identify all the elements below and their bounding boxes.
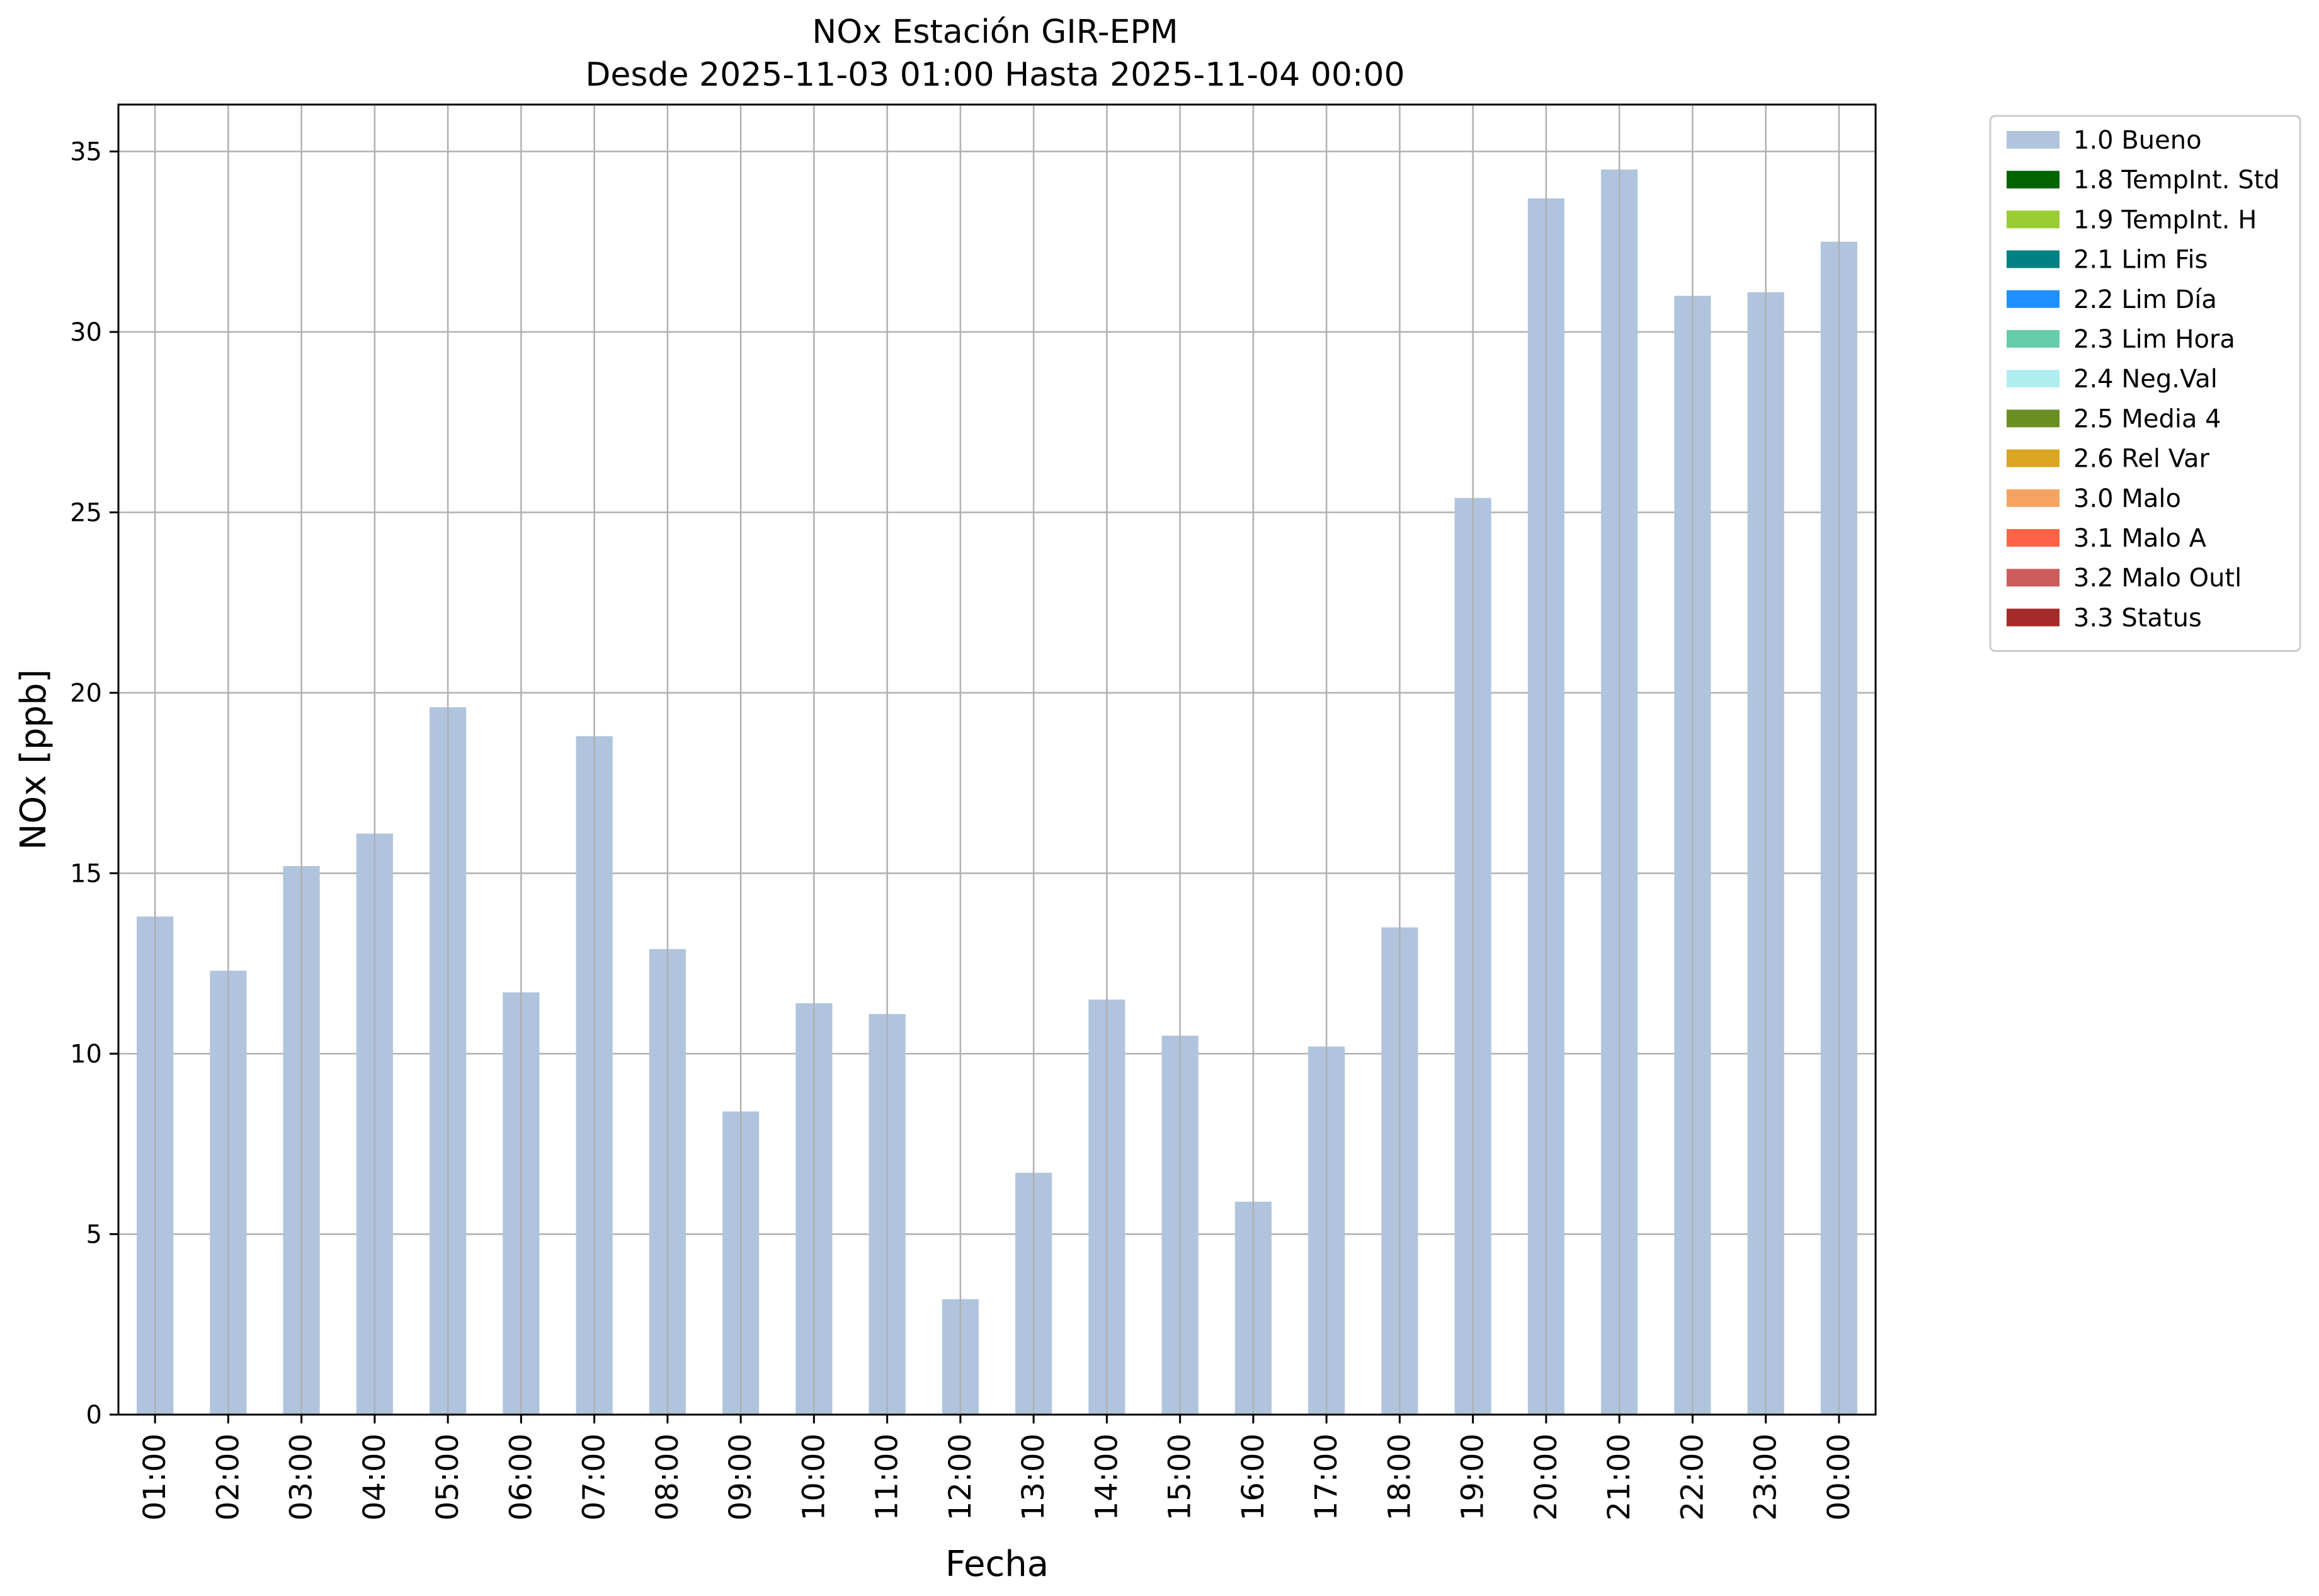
chart-subtitle: Desde 2025-11-03 01:00 Hasta 2025-11-04 … <box>585 56 1405 94</box>
legend-label: 3.1 Malo A <box>2073 524 2207 553</box>
x-tick-label: 17:00 <box>1309 1434 1344 1520</box>
legend-box <box>1989 115 2301 653</box>
x-tick-label: 10:00 <box>796 1434 831 1520</box>
legend-label: 2.2 Lim Día <box>2073 285 2217 314</box>
legend-label: 3.0 Malo <box>2073 484 2181 513</box>
y-tick-label: 25 <box>70 498 102 527</box>
y-axis-label: NOx [ppb] <box>13 669 54 850</box>
x-tick-label: 01:00 <box>137 1434 173 1520</box>
x-axis: 01:00 02:00 03:00 04:00 05:00 06:00 07:00 08:00… <box>137 1415 1857 1520</box>
legend-swatch <box>2007 330 2060 348</box>
x-tick-label: 19:00 <box>1456 1434 1491 1520</box>
x-tick-label: 16:00 <box>1236 1434 1271 1520</box>
x-tick-label: 22:00 <box>1675 1434 1710 1520</box>
legend-swatch <box>2007 409 2060 428</box>
y-tick-label: 5 <box>86 1220 102 1249</box>
y-tick-label: 10 <box>70 1040 102 1069</box>
x-tick-label: 15:00 <box>1163 1434 1198 1520</box>
legend-swatch <box>2007 250 2060 268</box>
x-tick-label: 00:00 <box>1821 1434 1857 1520</box>
legend-swatch <box>2007 569 2060 587</box>
y-tick-label: 30 <box>70 318 102 347</box>
legend-swatch <box>2007 290 2060 308</box>
x-tick-label: 12:00 <box>943 1434 978 1520</box>
legend-label: 2.1 Lim Fis <box>2073 246 2208 275</box>
x-axis-label: Fecha <box>945 1544 1049 1585</box>
x-tick-label: 23:00 <box>1748 1434 1784 1520</box>
y-tick-label: 15 <box>70 859 102 888</box>
legend-label: 1.0 Bueno <box>2073 126 2202 155</box>
legend-label: 2.3 Lim Hora <box>2073 325 2235 354</box>
legend-swatch <box>2007 608 2060 627</box>
legend-label: 1.8 TempInt. Std <box>2073 166 2280 195</box>
legend-label: 2.5 Media 4 <box>2073 404 2221 433</box>
x-tick-label: 08:00 <box>650 1434 685 1520</box>
x-tick-label: 06:00 <box>503 1434 538 1520</box>
legend-swatch <box>2007 489 2060 507</box>
y-axis: 0 5 10 15 20 25 30 35 <box>70 137 118 1430</box>
legend-swatch <box>2007 370 2060 388</box>
y-tick-label: 0 <box>86 1401 102 1430</box>
x-tick-label: 14:00 <box>1089 1434 1124 1520</box>
y-tick-label: 35 <box>70 137 102 166</box>
legend-swatch <box>2007 449 2060 467</box>
legend-swatch <box>2007 529 2060 547</box>
legend-label: 1.9 TempInt. H <box>2073 205 2257 234</box>
x-tick-label: 09:00 <box>723 1434 758 1520</box>
x-tick-label: 05:00 <box>430 1434 465 1520</box>
legend: 1.0 Bueno 1.8 TempInt. Std 1.9 TempInt. H 2… <box>1989 115 2301 653</box>
legend-label: 3.3 Status <box>2073 603 2202 632</box>
x-tick-label: 20:00 <box>1529 1434 1564 1520</box>
x-tick-label: 02:00 <box>210 1434 246 1520</box>
legend-swatch <box>2007 210 2060 229</box>
x-tick-label: 03:00 <box>284 1434 319 1520</box>
legend-swatch <box>2007 171 2060 189</box>
x-tick-label: 13:00 <box>1016 1434 1051 1520</box>
vertical-grid-lines <box>154 105 1840 1415</box>
chart-title: NOx Estación GIR-EPM <box>812 13 1178 51</box>
grid-lines <box>118 151 1876 1416</box>
x-tick-label: 18:00 <box>1382 1434 1417 1520</box>
x-tick-label: 04:00 <box>357 1434 392 1520</box>
legend-label: 2.6 Rel Var <box>2073 445 2210 474</box>
y-tick-label: 20 <box>70 679 102 708</box>
legend-label: 3.2 Malo Outl <box>2073 564 2242 593</box>
x-tick-label: 11:00 <box>870 1434 905 1520</box>
plot-area-frame <box>117 103 1877 1416</box>
x-tick-label: 07:00 <box>577 1434 612 1520</box>
legend-label: 2.4 Neg.Val <box>2073 365 2218 394</box>
x-tick-label: 21:00 <box>1602 1434 1637 1520</box>
legend-swatch <box>2007 131 2060 149</box>
